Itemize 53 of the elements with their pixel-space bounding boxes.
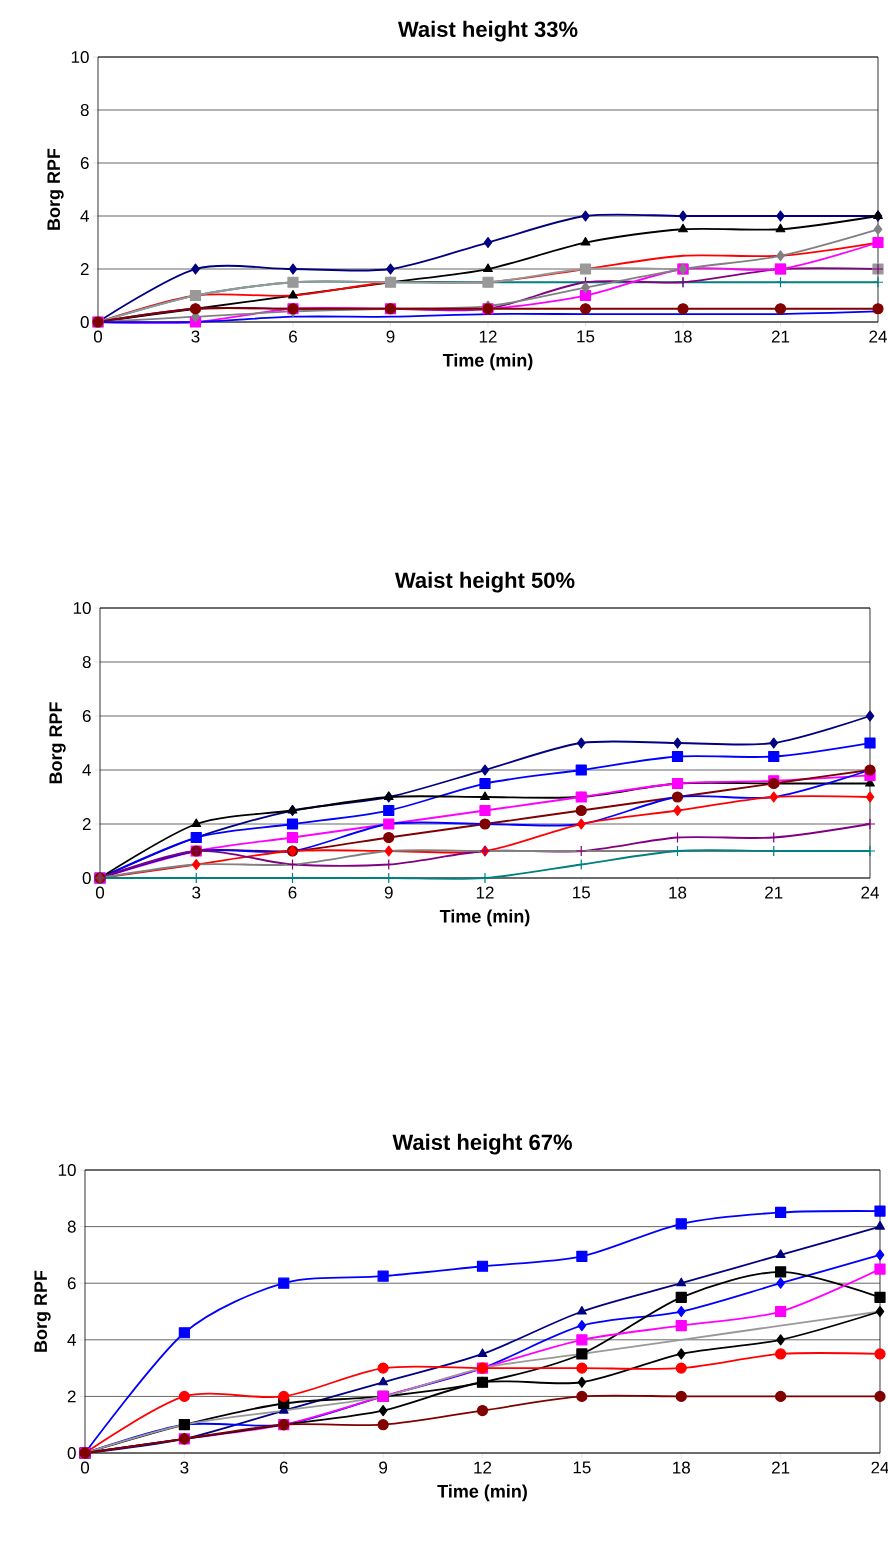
x-tick-label: 6 — [289, 330, 297, 343]
y-tick-label: 0 — [82, 871, 91, 885]
x-axis-title: Time (min) — [437, 1484, 527, 1502]
x-tick-label: 9 — [379, 1461, 388, 1474]
x-tick-label: 24 — [869, 330, 887, 343]
x-tick-label: 15 — [573, 1461, 591, 1474]
x-tick-label: 18 — [674, 330, 692, 343]
x-tick-label: 21 — [765, 886, 783, 899]
y-axis-title: Borg RPF — [49, 702, 66, 784]
x-tick-label: 12 — [476, 886, 494, 899]
y-tick-label: 8 — [67, 1220, 76, 1233]
x-tick-label: 15 — [577, 330, 595, 343]
y-tick-label: 4 — [80, 210, 89, 222]
x-tick-label: 15 — [573, 886, 590, 899]
x-tick-label: 18 — [673, 1461, 690, 1474]
y-tick-label: 0 — [67, 1446, 76, 1460]
x-tick-label: 6 — [279, 1461, 288, 1474]
x-tick-label: 9 — [384, 886, 393, 899]
x-tick-label: 0 — [93, 330, 103, 343]
y-tick-label: 10 — [71, 50, 89, 64]
x-tick-label: 12 — [479, 330, 497, 343]
x-tick-label: 9 — [386, 330, 395, 343]
y-tick-label: 2 — [82, 818, 91, 830]
y-tick-label: 4 — [67, 1333, 76, 1346]
y-tick-label: 8 — [80, 103, 89, 117]
y-tick-label: 2 — [67, 1390, 76, 1403]
y-tick-label: 0 — [80, 315, 89, 329]
y-tick-label: 2 — [80, 263, 89, 275]
y-tick-label: 6 — [80, 156, 89, 170]
x-tick-label: 21 — [771, 330, 790, 343]
x-tick-label: 3 — [191, 330, 200, 343]
chart-title: Waist height 50% — [394, 571, 575, 593]
x-axis-title: Time (min) — [439, 909, 530, 927]
x-tick-label: 12 — [474, 1461, 492, 1474]
y-tick-label: 10 — [58, 1163, 76, 1177]
y-tick-label: 6 — [67, 1277, 76, 1290]
y-tick-label: 4 — [82, 764, 91, 776]
x-tick-label: 0 — [95, 886, 105, 899]
x-tick-label: 18 — [669, 886, 687, 899]
x-tick-label: 21 — [772, 1461, 790, 1474]
chart-title: Waist height 33% — [397, 20, 578, 42]
x-axis-title: Time (min) — [442, 353, 533, 371]
y-axis-title: Borg RPF — [34, 1270, 51, 1352]
chart-title: Waist height 67% — [392, 1133, 572, 1155]
y-axis-title: Borg RPF — [47, 148, 64, 230]
y-tick-label: 10 — [73, 601, 91, 615]
x-tick-label: 6 — [288, 886, 297, 899]
x-tick-label: 24 — [861, 886, 879, 899]
x-tick-label: 3 — [180, 1461, 189, 1474]
x-tick-label: 24 — [871, 1461, 888, 1474]
y-tick-label: 6 — [82, 709, 91, 723]
x-tick-label: 3 — [192, 886, 201, 899]
y-tick-label: 8 — [82, 655, 91, 669]
